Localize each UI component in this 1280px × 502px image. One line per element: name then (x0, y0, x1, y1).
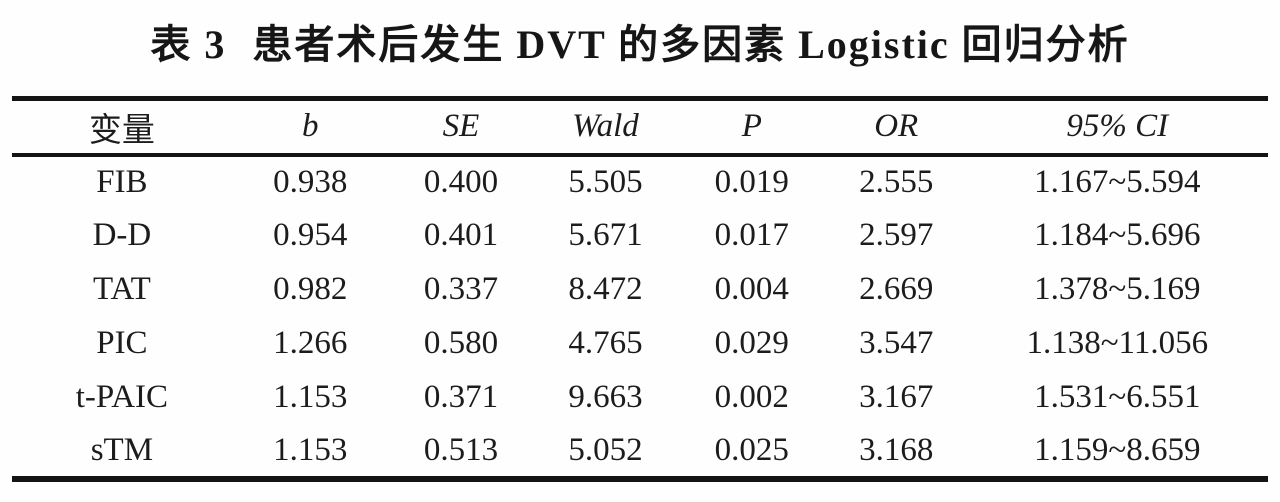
value-cell: 0.017 (714, 217, 789, 253)
table-number-label: 表 3 (150, 22, 227, 67)
value-cell: 0.029 (714, 325, 789, 361)
table-title-text: 患者术后发生 DVT 的多因素 Logistic 回归分析 (252, 22, 1130, 67)
value-cell: 8.472 (568, 271, 643, 307)
column-header-wald: Wald (572, 108, 639, 145)
variable-cell: PIC (96, 325, 148, 361)
value-cell: 0.337 (423, 271, 499, 307)
table-row: TAT 0.982 0.337 8.472 0.004 2.669 1.378~5.169 (12, 263, 1268, 317)
variable-cell: FIB (96, 164, 148, 200)
value-cell: 2.669 (859, 271, 934, 307)
value-cell: 0.513 (423, 431, 499, 468)
value-cell: 1.159~8.659 (1034, 431, 1201, 468)
value-cell: 1.153 (273, 431, 348, 468)
value-cell: 0.019 (714, 164, 789, 200)
value-cell: 0.371 (423, 379, 499, 415)
value-cell: 2.555 (859, 164, 934, 200)
value-cell: 1.378~5.169 (1034, 271, 1201, 307)
value-cell: 0.002 (714, 379, 789, 415)
table-title: 表 3 患者术后发生 DVT 的多因素 Logistic 回归分析 (0, 0, 1280, 70)
value-cell: 0.954 (273, 217, 348, 253)
value-cell: 4.765 (568, 325, 643, 361)
value-cell: 0.938 (273, 164, 348, 200)
table-row: PIC 1.266 0.580 4.765 0.029 3.547 1.138~11.056 (12, 317, 1268, 371)
value-cell: 1.153 (273, 379, 348, 415)
value-cell: 3.547 (859, 325, 934, 361)
value-cell: 3.167 (859, 379, 934, 415)
value-cell: 5.052 (568, 431, 643, 468)
value-cell: 0.025 (714, 431, 789, 468)
value-cell: 1.167~5.594 (1034, 164, 1201, 200)
value-cell: 0.982 (273, 271, 348, 307)
table-row: t-PAIC 1.153 0.371 9.663 0.002 3.167 1.531~6.5… (12, 371, 1268, 425)
column-header-se: SE (442, 108, 480, 145)
table-row: D-D 0.954 0.401 5.671 0.017 2.597 1.184~5.696 (12, 209, 1268, 263)
column-header-ci: 95% CI (1066, 108, 1169, 145)
header-row: 变量 b SE Wald P OR 95% CI (12, 99, 1268, 155)
logistic-regression-table: 变量 b SE Wald P OR 95% CI FIB 0.938 0.400 5.… (12, 96, 1268, 482)
value-cell: 1.266 (273, 325, 348, 361)
table-row: FIB 0.938 0.400 5.505 0.019 2.555 1.167~5.594 (12, 155, 1268, 209)
value-cell: 2.597 (859, 217, 934, 253)
value-cell: 0.401 (423, 217, 499, 253)
variable-cell: TAT (92, 271, 151, 307)
column-header-or: OR (874, 108, 919, 145)
column-header-variable: 变量 (88, 112, 155, 149)
value-cell: 0.004 (714, 271, 789, 307)
column-header-b: b (302, 108, 319, 145)
variable-cell: t-PAIC (75, 379, 169, 415)
value-cell: 5.505 (568, 164, 643, 200)
value-cell: 5.671 (568, 217, 643, 253)
value-cell: 3.168 (859, 431, 934, 468)
column-header-p: P (741, 108, 762, 145)
value-cell: 9.663 (568, 379, 643, 415)
variable-cell: D-D (92, 217, 152, 253)
value-cell: 0.580 (423, 325, 499, 361)
variable-cell: sTM (90, 431, 154, 468)
value-cell: 1.531~6.551 (1034, 379, 1201, 415)
value-cell: 0.400 (423, 164, 499, 200)
value-cell: 1.184~5.696 (1034, 217, 1201, 253)
table-body: FIB 0.938 0.400 5.505 0.019 2.555 1.167~5.594 D… (12, 155, 1268, 479)
value-cell: 1.138~11.056 (1026, 325, 1209, 361)
table-row: sTM 1.153 0.513 5.052 0.025 3.168 1.159~8.659 (12, 425, 1268, 479)
